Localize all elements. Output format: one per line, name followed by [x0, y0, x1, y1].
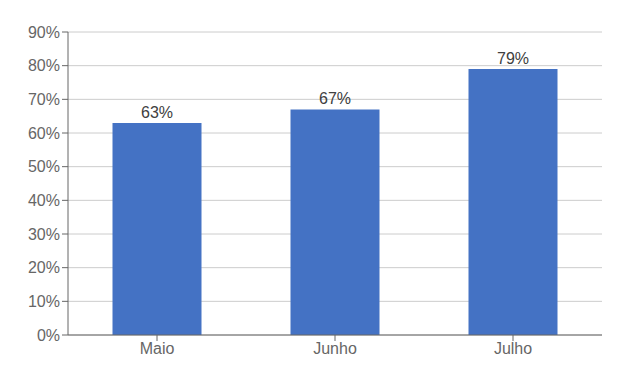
svg-text:Julho: Julho — [494, 340, 532, 357]
svg-text:50%: 50% — [28, 158, 60, 175]
svg-text:Junho: Junho — [313, 340, 357, 357]
svg-text:0%: 0% — [37, 327, 60, 344]
svg-text:60%: 60% — [28, 125, 60, 142]
svg-text:30%: 30% — [28, 226, 60, 243]
svg-text:80%: 80% — [28, 57, 60, 74]
svg-text:20%: 20% — [28, 259, 60, 276]
svg-text:40%: 40% — [28, 192, 60, 209]
svg-text:67%: 67% — [319, 90, 351, 107]
svg-text:90%: 90% — [28, 24, 60, 41]
svg-text:63%: 63% — [141, 104, 173, 121]
svg-text:70%: 70% — [28, 91, 60, 108]
svg-text:10%: 10% — [28, 293, 60, 310]
svg-text:Maio: Maio — [140, 340, 175, 357]
svg-text:79%: 79% — [497, 50, 529, 67]
